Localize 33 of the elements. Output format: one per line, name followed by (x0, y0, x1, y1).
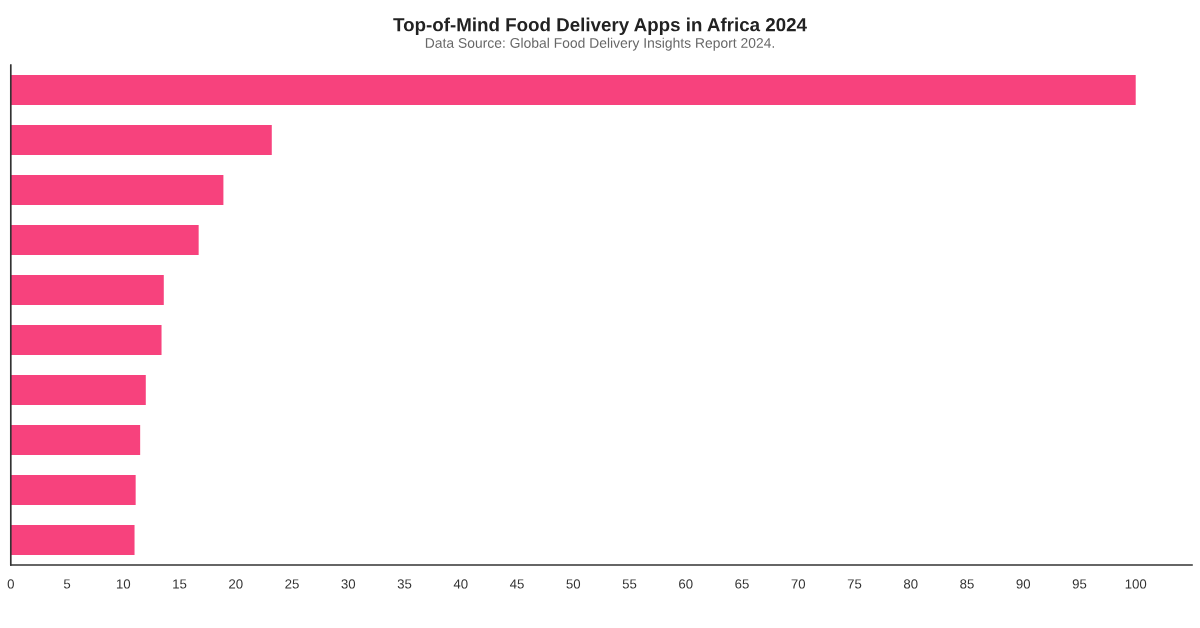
bar (10, 175, 224, 205)
x-tick-label: 75 (847, 579, 862, 589)
bar (10, 325, 162, 356)
bar (10, 525, 135, 556)
x-tick-label: 80 (903, 579, 918, 589)
chart-subtitle: Data Source: Global Food Delivery Insights Report 2024. (425, 37, 774, 51)
x-tick-label: 20 (229, 579, 243, 589)
x-tick-label: 30 (341, 579, 356, 589)
x-tick-label: 55 (622, 579, 637, 589)
bar (10, 125, 272, 155)
x-tick-label: 70 (791, 579, 806, 589)
x-tick-label: 40 (453, 579, 468, 589)
x-tick-label: 50 (566, 579, 581, 589)
x-tick-label: 45 (509, 579, 524, 589)
x-tick-label: 85 (960, 579, 974, 589)
x-tick-label: 15 (173, 579, 187, 589)
x-tick-label: 5 (63, 579, 71, 589)
bar (10, 225, 199, 255)
x-tick-label: 10 (116, 579, 131, 589)
bar (10, 275, 164, 305)
x-tick-label: 35 (397, 579, 412, 589)
chart-title: Top-of-Mind Food Delivery Apps in Africa 2024 (393, 17, 807, 36)
x-tick-label: 100 (1125, 579, 1147, 589)
x-tick-label: 95 (1072, 579, 1087, 589)
x-tick-label: 65 (735, 579, 749, 589)
bar (10, 475, 136, 506)
bar (10, 425, 141, 456)
bar (10, 375, 146, 406)
x-tick-label: 0 (7, 579, 14, 589)
x-tick-label: 25 (285, 579, 299, 589)
x-tick-label: 60 (679, 579, 693, 589)
bar (10, 75, 1136, 105)
x-tick-label: 90 (1016, 579, 1031, 589)
